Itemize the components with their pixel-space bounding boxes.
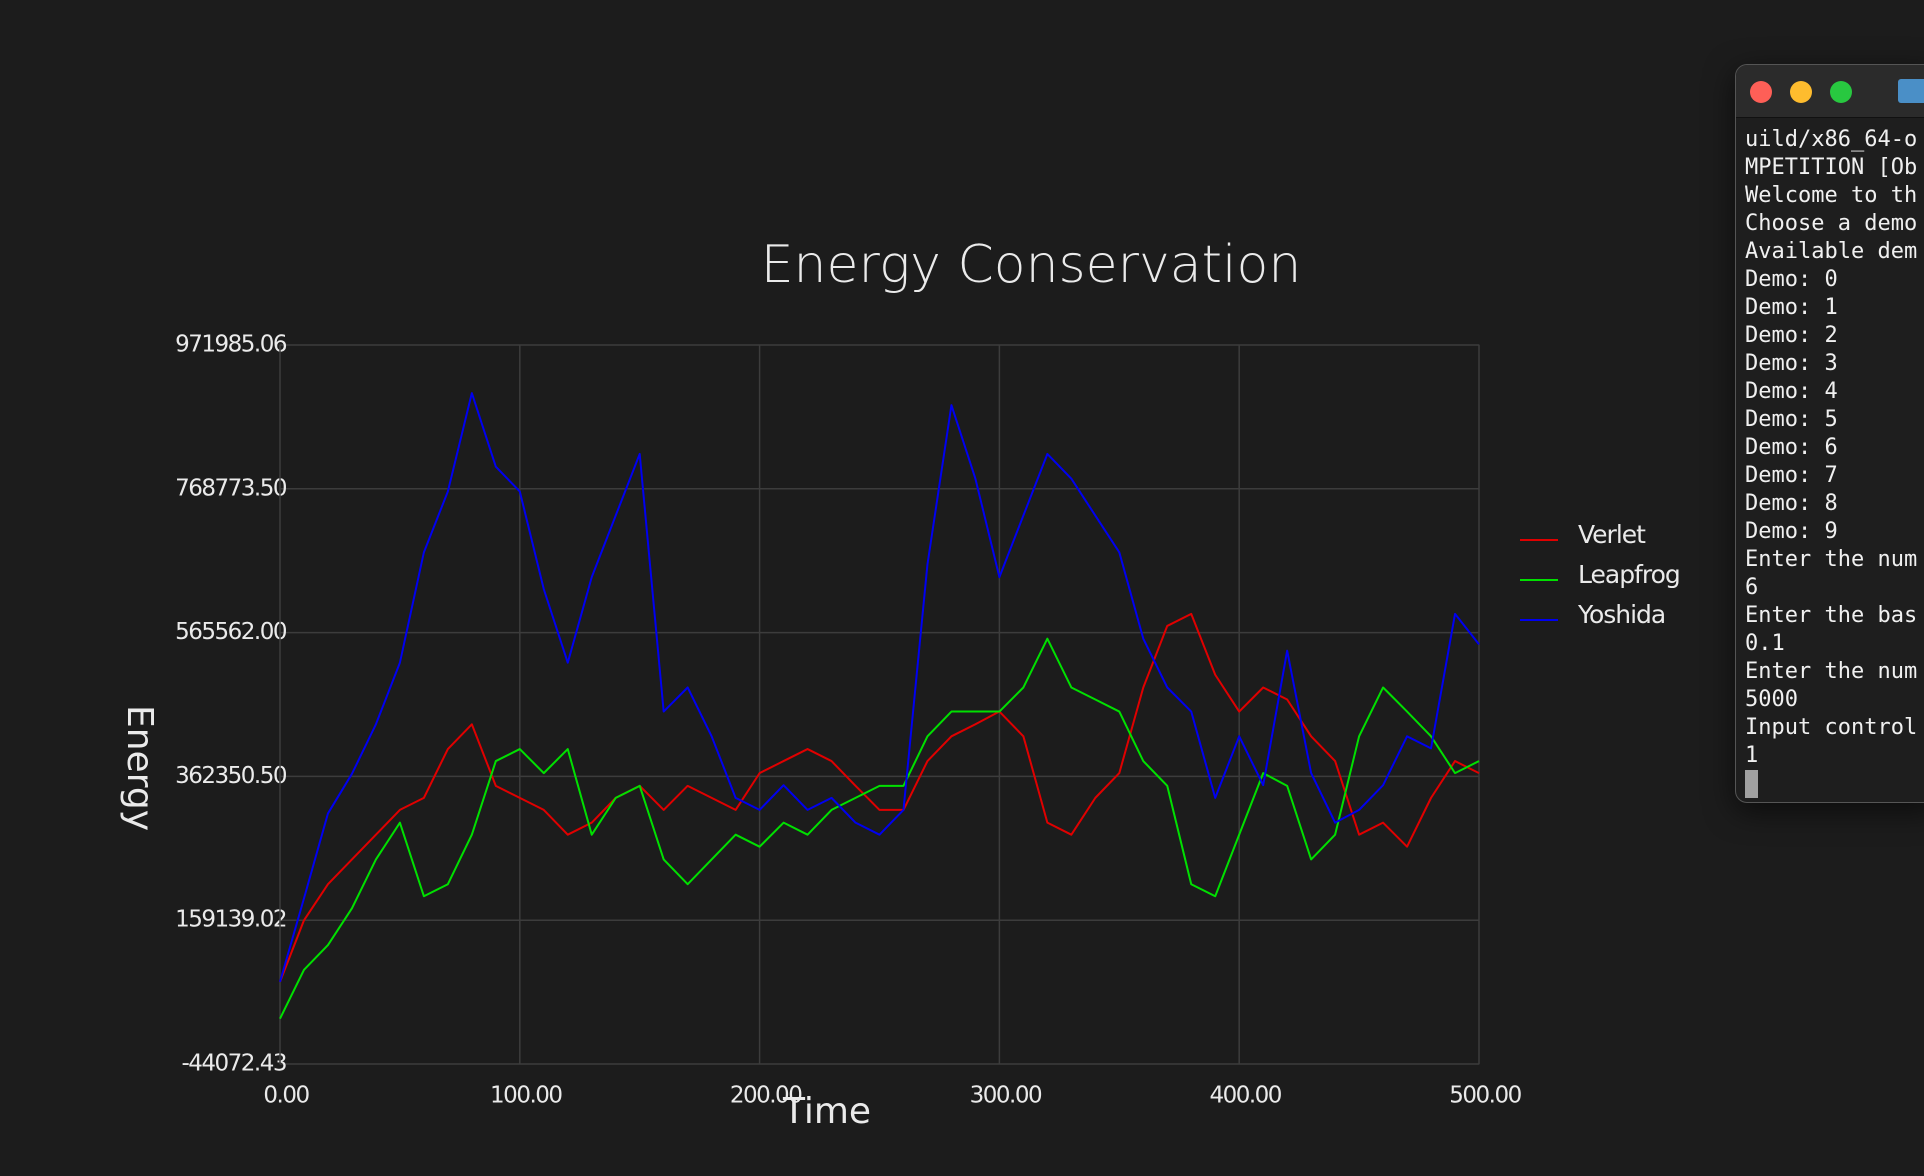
minimize-button[interactable] [1790,81,1812,103]
terminal-line: 5000 [1745,687,1798,712]
terminal-line: Input control [1745,715,1918,740]
series-line [279,637,1480,1020]
y-tick-label: 159139.02 [175,907,286,933]
x-tick-label: 400.00 [1209,1083,1281,1109]
zoom-button[interactable] [1830,81,1852,103]
y-tick-label: 565562.00 [175,619,287,645]
terminal-line: Demo: 9 [1745,519,1838,544]
chart: Energy Conservation Time Energy -44072.4… [119,235,1681,1132]
y-tick-label: -44072.43 [181,1051,286,1077]
y-tick-label: 768773.50 [175,475,287,501]
series-line [279,612,1480,983]
x-tick-label: 200.00 [730,1083,802,1109]
terminal-line: Demo: 1 [1745,295,1838,320]
terminal-line: Demo: 5 [1745,407,1838,432]
terminal-line: Demo: 6 [1745,435,1838,460]
folder-icon [1898,79,1924,103]
y-axis-label: Energy [119,705,160,831]
terminal-window: uild/x86_64-o MPETITION [Ob Welcome to th C… [1735,64,1924,803]
y-tick-label: 362350.50 [175,763,287,789]
cursor [1745,770,1758,798]
legend-label: Verlet [1578,520,1646,549]
terminal-line: Enter the num [1745,547,1918,572]
x-axis-label: Time [782,1091,871,1132]
y-tick-label: 971985.06 [175,332,287,358]
chart-title: Energy Conservation [761,235,1302,295]
terminal-line: Demo: 0 [1745,267,1838,292]
plot-frame [279,344,1480,1065]
close-button[interactable] [1750,81,1772,103]
terminal-line: 0.1 [1745,631,1785,656]
terminal-line: 1 [1745,743,1759,768]
terminal-line: Demo: 3 [1745,351,1838,376]
terminal-line: Choose a demo [1745,211,1918,236]
terminal-output: uild/x86_64-o MPETITION [Ob Welcome to th C… [1736,118,1924,798]
terminal-line: Demo: 7 [1745,463,1838,488]
x-tick-label: 100.00 [490,1083,562,1109]
terminal-line: Welcome to th [1745,183,1918,208]
terminal-line: Enter the bas [1745,603,1918,628]
terminal-line: Enter the num [1745,659,1918,684]
terminal-line: Demo: 4 [1745,379,1838,404]
legend-label: Yoshida [1577,600,1665,629]
x-tick-label: 0.00 [263,1083,309,1109]
x-tick-label: 300.00 [970,1083,1042,1109]
terminal-line: uild/x86_64-o [1745,127,1918,152]
x-tick-label: 500.00 [1449,1083,1521,1109]
terminal-line: 6 [1745,575,1759,600]
title-bar [1736,65,1924,118]
terminal-line: MPETITION [Ob [1745,155,1918,180]
terminal-line: Demo: 8 [1745,491,1838,516]
terminal-line: Demo: 2 [1745,323,1838,348]
terminal-line: Available dem [1745,239,1918,264]
series-line [279,392,1480,983]
legend-label: Leapfrog [1578,560,1680,589]
